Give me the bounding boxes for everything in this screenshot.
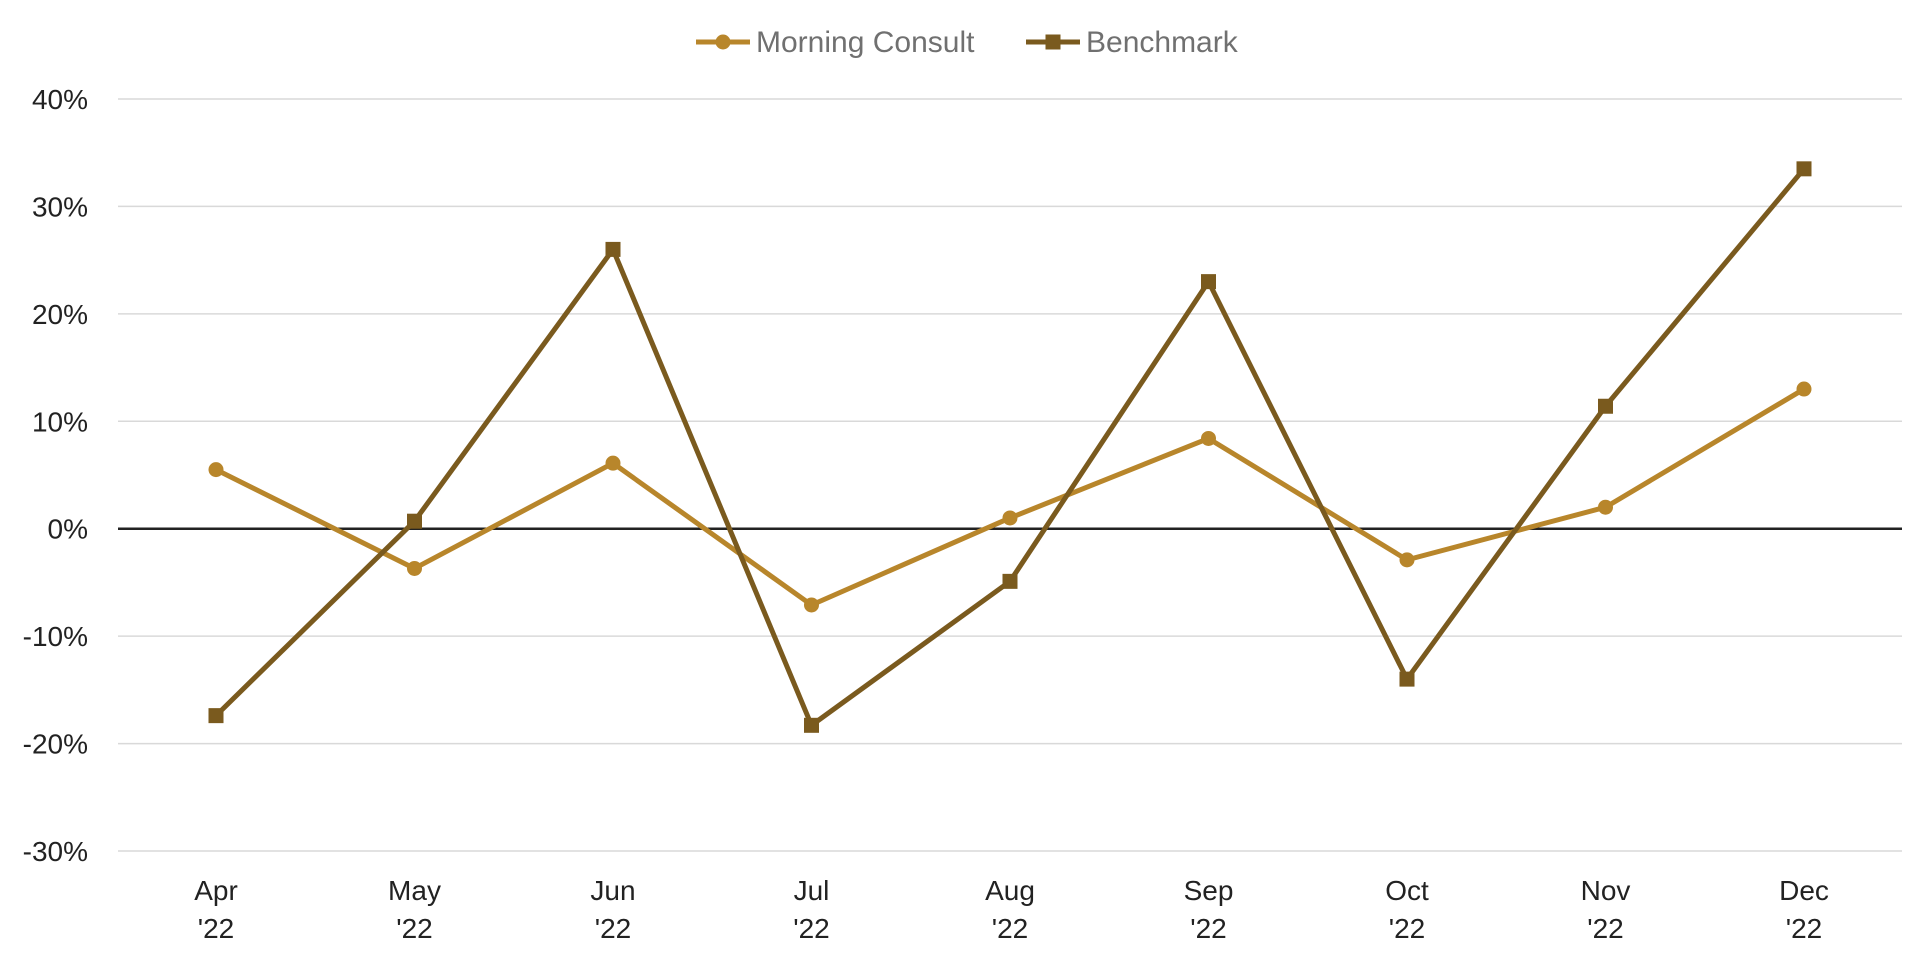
- y-tick-label: 40%: [32, 84, 88, 115]
- data-point-benchmark: [208, 708, 224, 724]
- y-tick-label: 30%: [32, 191, 88, 222]
- data-point-benchmark: [1201, 274, 1216, 290]
- legend-item-benchmark: Benchmark: [1026, 26, 1239, 59]
- data-point-morning-consult: [804, 597, 819, 613]
- legend-label: Benchmark: [1086, 26, 1239, 59]
- data-point-morning-consult: [407, 560, 422, 576]
- data-point-morning-consult: [1598, 499, 1613, 515]
- data-point-morning-consult: [208, 462, 224, 478]
- data-point-benchmark: [605, 241, 621, 257]
- x-tick-label: Jun: [590, 875, 635, 906]
- x-tick-label: Apr: [194, 875, 238, 906]
- x-axis: Apr '22 May '22 Jun '22 Jul '22 Aug '22 Sep '22 Oct '…: [194, 875, 1829, 944]
- data-point-benchmark: [1796, 161, 1812, 177]
- series-line-benchmark: [213, 166, 1807, 728]
- y-tick-label: -30%: [23, 836, 88, 867]
- series-layer: [208, 161, 1812, 733]
- data-point-morning-consult: [1399, 552, 1415, 568]
- legend-item-morning-consult: Morning Consult: [696, 26, 975, 59]
- x-tick-label: '22: [1587, 913, 1624, 944]
- data-point-benchmark: [1002, 573, 1018, 589]
- legend: Morning Consult Benchmark: [696, 26, 1239, 59]
- data-point-benchmark: [804, 717, 819, 733]
- x-tick-label: '22: [595, 913, 632, 944]
- y-tick-label: -10%: [23, 621, 88, 652]
- x-tick-label: May: [388, 875, 441, 906]
- data-point-morning-consult: [1201, 430, 1216, 446]
- grid-lines: [118, 98, 1902, 852]
- x-tick-label: Nov: [1581, 875, 1631, 906]
- data-point-benchmark: [407, 513, 422, 529]
- x-tick-label: Sep: [1184, 875, 1234, 906]
- x-tick-label: '22: [396, 913, 433, 944]
- x-tick-label: '22: [992, 913, 1029, 944]
- legend-marker-circle: [715, 34, 731, 50]
- data-point-benchmark: [1598, 398, 1613, 414]
- data-point-morning-consult: [605, 455, 621, 471]
- x-tick-label: Dec: [1779, 875, 1829, 906]
- y-tick-label: -20%: [23, 729, 88, 760]
- y-axis: 40% 30% 20% 10% 0% -10% -20% -30%: [23, 84, 88, 867]
- x-tick-label: '22: [1786, 913, 1823, 944]
- y-tick-label: 20%: [32, 299, 88, 330]
- x-tick-label: '22: [793, 913, 830, 944]
- data-point-morning-consult: [1002, 510, 1018, 526]
- y-tick-label: 10%: [32, 406, 88, 437]
- data-point-morning-consult: [1796, 381, 1812, 397]
- legend-label: Morning Consult: [756, 26, 975, 59]
- y-tick-label: 0%: [48, 514, 88, 545]
- legend-marker-square: [1045, 34, 1061, 50]
- x-tick-label: Jul: [794, 875, 830, 906]
- x-tick-label: '22: [1389, 913, 1426, 944]
- x-tick-label: '22: [1190, 913, 1227, 944]
- data-point-benchmark: [1399, 671, 1415, 687]
- x-tick-label: Oct: [1385, 875, 1429, 906]
- x-tick-label: '22: [198, 913, 235, 944]
- x-tick-label: Aug: [985, 875, 1035, 906]
